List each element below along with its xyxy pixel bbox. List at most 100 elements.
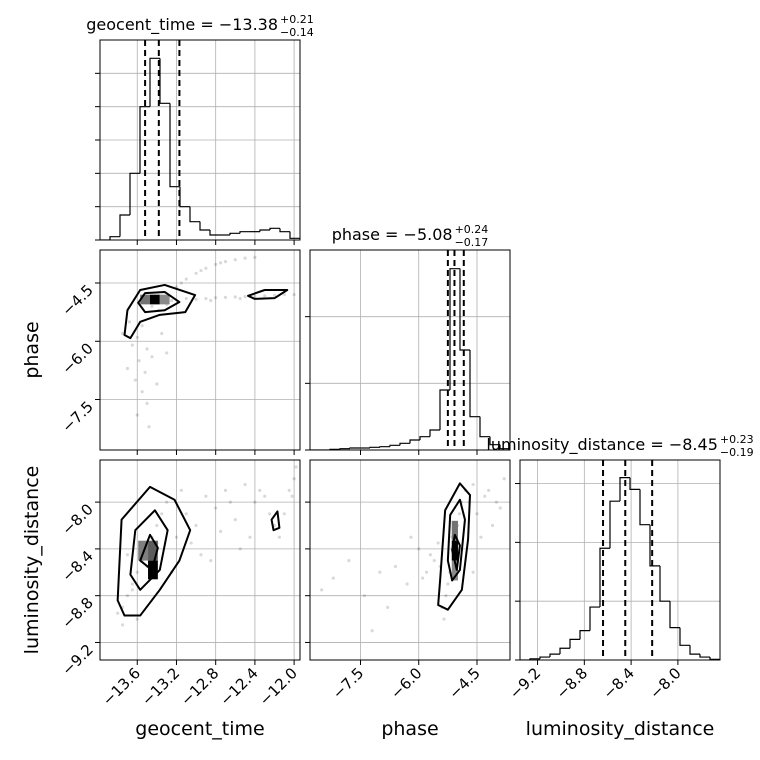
x-tick-label: −8.8 — [553, 664, 591, 702]
sample-point — [436, 541, 440, 545]
histogram-step — [409, 439, 420, 444]
histogram-step — [259, 229, 270, 232]
sample-point — [133, 378, 137, 382]
sample-point — [120, 623, 125, 627]
sample-point — [263, 494, 267, 498]
y-tick-label: −8.8 — [58, 594, 96, 632]
panel-title: geocent_time = −13.38 — [86, 15, 278, 35]
axes-frame — [99, 459, 301, 661]
histogram-step — [559, 647, 570, 655]
histogram-step — [669, 601, 680, 629]
histogram-step — [379, 446, 390, 448]
sample-point — [417, 547, 421, 551]
sample-point — [428, 553, 432, 557]
contour — [137, 290, 181, 314]
x-axis-label: phase — [381, 718, 438, 740]
sample-point — [160, 331, 164, 336]
x-tick-label: −4.5 — [445, 664, 483, 702]
density-cell — [159, 294, 170, 305]
histogram-step — [349, 447, 360, 449]
sample-point — [204, 296, 208, 301]
y-axis-label: phase — [21, 321, 43, 378]
contour — [123, 283, 197, 340]
sample-point — [233, 258, 237, 262]
sample-point — [498, 506, 502, 510]
sample-point — [160, 512, 164, 516]
sample-point — [125, 553, 130, 557]
sample-point — [378, 570, 382, 574]
density-cell — [451, 520, 458, 541]
histogram-step — [499, 444, 510, 450]
sample-point — [135, 570, 139, 574]
sample-point — [174, 535, 179, 539]
histogram-step — [109, 236, 120, 240]
sample-point — [277, 535, 282, 539]
x-tick-label: −12.0 — [256, 664, 301, 709]
title-upper: +0.24 — [455, 223, 489, 236]
sample-point — [194, 271, 198, 275]
histogram-step — [429, 429, 440, 437]
sample-point — [143, 370, 147, 374]
sample-point — [199, 553, 203, 557]
sample-point — [169, 298, 174, 303]
sample-point — [253, 294, 257, 298]
histogram — [100, 40, 300, 240]
sample-point — [471, 570, 475, 574]
sample-point — [243, 256, 247, 260]
y-tick-label: −6.0 — [58, 339, 96, 377]
sample-point — [347, 558, 351, 563]
sample-point — [116, 611, 120, 615]
sample-point — [179, 281, 183, 285]
histogram-step — [169, 103, 180, 188]
density — [120, 255, 296, 429]
x-tick-label: −13.2 — [138, 664, 183, 709]
sample-point — [209, 298, 213, 303]
histogram-step — [239, 231, 250, 234]
sample-point — [243, 295, 247, 299]
histogram-step — [619, 477, 630, 502]
histogram-step — [289, 231, 300, 240]
sample-point — [494, 500, 499, 504]
histogram-step — [199, 221, 210, 231]
sample-point — [140, 324, 144, 328]
histogram-step — [119, 214, 130, 237]
sample-point — [393, 564, 398, 569]
density-cell — [148, 540, 158, 561]
sample-point — [214, 296, 218, 300]
sample-point — [248, 535, 252, 539]
sample-point — [179, 488, 183, 493]
sample-point — [457, 512, 462, 516]
sample-point — [409, 535, 413, 539]
sample-point — [287, 488, 291, 493]
sample-point — [209, 558, 213, 563]
sample-point — [184, 512, 188, 516]
histogram-step — [599, 547, 610, 608]
histogram-step — [229, 232, 240, 235]
histogram-step — [539, 656, 550, 659]
x-tick-label: −9.2 — [506, 664, 544, 702]
sample-point — [223, 295, 228, 299]
sample-point — [127, 320, 132, 324]
x-tick-label: −7.5 — [329, 664, 367, 702]
sample-point — [165, 500, 169, 504]
sample-point — [145, 401, 149, 405]
histogram-step — [149, 57, 160, 107]
histogram-step — [369, 446, 380, 448]
sample-point — [294, 465, 298, 469]
density — [320, 477, 506, 633]
density-cell — [150, 294, 160, 305]
sample-point — [475, 512, 479, 516]
y-tick-label: −8.0 — [58, 500, 96, 538]
histogram-step — [659, 565, 670, 602]
histogram-step — [389, 444, 400, 447]
histogram-step — [129, 172, 140, 215]
contour — [247, 289, 289, 300]
sample-point — [253, 500, 257, 504]
sample-point — [320, 588, 324, 592]
sample-point — [155, 382, 159, 386]
contour — [116, 485, 192, 617]
histogram-step — [689, 645, 700, 655]
sample-point — [243, 482, 247, 487]
density-cell — [140, 294, 150, 305]
sample-point — [214, 262, 218, 266]
